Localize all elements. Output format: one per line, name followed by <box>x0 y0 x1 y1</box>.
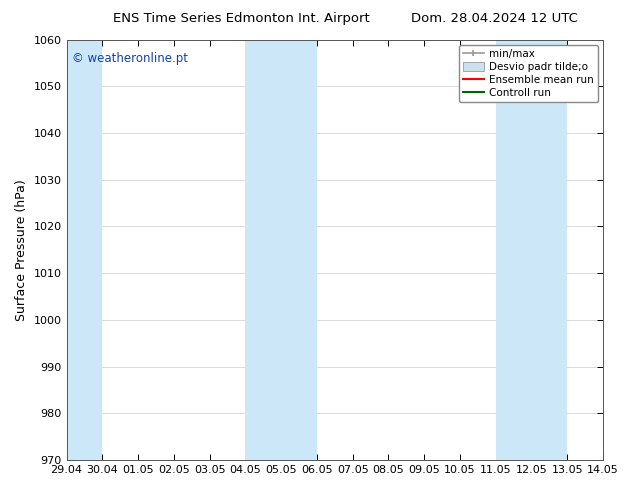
Bar <box>496 40 567 460</box>
Legend: min/max, Desvio padr tilde;o, Ensemble mean run, Controll run: min/max, Desvio padr tilde;o, Ensemble m… <box>459 45 598 102</box>
Text: ENS Time Series Edmonton Int. Airport: ENS Time Series Edmonton Int. Airport <box>113 12 369 25</box>
Bar <box>67 40 102 460</box>
Bar <box>245 40 317 460</box>
Text: © weatheronline.pt: © weatheronline.pt <box>72 52 188 65</box>
Text: Dom. 28.04.2024 12 UTC: Dom. 28.04.2024 12 UTC <box>411 12 578 25</box>
Y-axis label: Surface Pressure (hPa): Surface Pressure (hPa) <box>15 179 28 321</box>
